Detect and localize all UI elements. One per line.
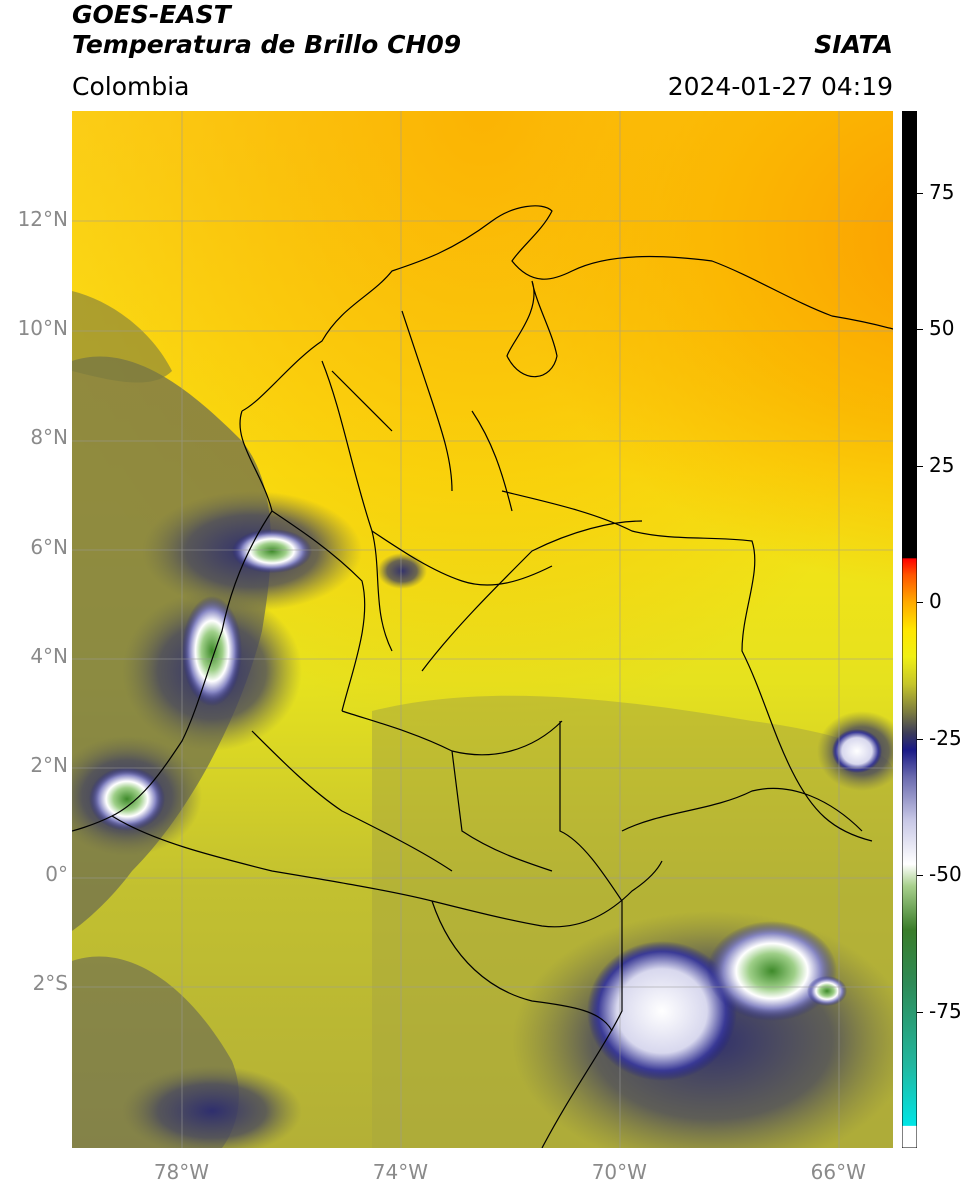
longitude-label: 70°W [591,1160,647,1184]
cold-core-pacific-4n [182,596,242,706]
region-label: Colombia [72,72,190,101]
product-title: Temperatura de Brillo CH09 [72,30,462,59]
longitude-label: 74°W [372,1160,428,1184]
colorbar-tick-label: 75 [929,179,955,204]
temperature-colorbar [902,111,917,1148]
agency-title: SIATA [814,30,893,59]
graticule [72,111,893,1148]
colorbar-tick-label: 0 [929,589,942,614]
colorbar-tick-label: -25 [929,725,962,750]
latitude-label: 2°S [32,971,68,996]
colorbar-tick [917,602,923,604]
convective-cloud-southwest [122,1066,302,1148]
latitude-label: 8°N [30,425,68,450]
cold-core-east [832,729,882,773]
warm-region-northeast [302,111,893,721]
convective-cloud-magdalena [377,553,427,589]
cold-core-amazon-west [587,941,737,1081]
latitude-label: 10°N [17,316,68,341]
colorbar-tick [917,738,923,740]
brightness-temperature-field [72,111,893,1148]
colorbar-tick [917,1011,923,1013]
latitude-label: 2°N [30,752,68,777]
satellite-map [72,111,893,1148]
latitude-label: 4°N [30,643,68,668]
colorbar-tick [917,465,923,467]
colorbar-tick-label: 25 [929,452,955,477]
cold-core-tumaco [89,767,165,831]
cold-core-amazon-east [707,921,837,1021]
colorbar-tick [917,875,923,877]
longitude-label: 66°W [810,1160,866,1184]
datetime-label: 2024-01-27 04:19 [667,72,893,101]
cold-core-amazon-small [807,976,847,1006]
cold-core-choco [232,529,312,573]
colorbar-tick-label: -75 [929,998,962,1023]
latitude-label: 0° [45,862,68,887]
coastlines-and-borders [72,205,893,1148]
latitude-label: 12°N [17,207,68,232]
satellite-title: GOES-EAST [72,0,231,29]
cloud-band-northwest [72,291,172,383]
longitude-label: 78°W [153,1160,210,1184]
colorbar-tick [917,192,923,194]
latitude-label: 6°N [30,534,68,559]
colorbar-tick-label: -50 [929,862,962,887]
colorbar-tick [917,329,923,331]
colorbar-tick-label: 50 [929,316,955,341]
